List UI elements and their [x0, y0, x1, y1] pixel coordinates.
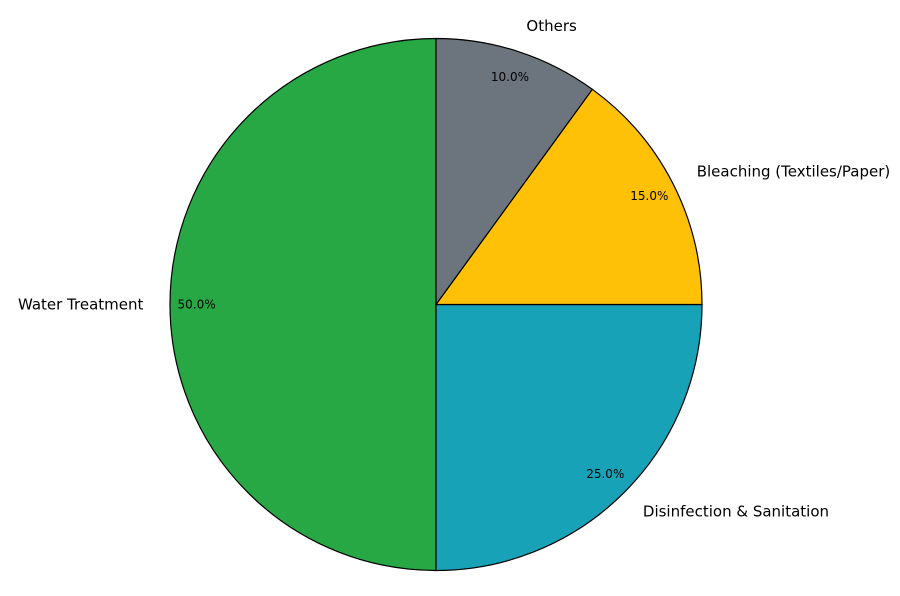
pie-category-label: Bleaching (Textiles/Paper) — [697, 163, 891, 181]
pie-category-label: Others — [526, 17, 577, 35]
pie-percent-label: 15.0% — [630, 189, 668, 203]
pie-percent-label: 10.0% — [491, 70, 529, 84]
pie-slice-bleaching-textiles-paper — [434, 88, 703, 306]
pie-category-label: Disinfection & Sanitation — [643, 502, 829, 520]
pie-category-label: Water Treatment — [18, 296, 144, 314]
pie-labels: 50.0% Water Treatment 25.0% Disinfection & … — [18, 17, 890, 520]
pie-slice-disinfection-sanitation — [435, 303, 703, 572]
pie-percent-label: 50.0% — [178, 298, 216, 312]
pie-slice-others — [435, 37, 594, 307]
pie-percent-label: 25.0% — [586, 467, 624, 481]
pie-slice-water-treatment — [169, 37, 437, 572]
pie-slices — [169, 37, 703, 572]
